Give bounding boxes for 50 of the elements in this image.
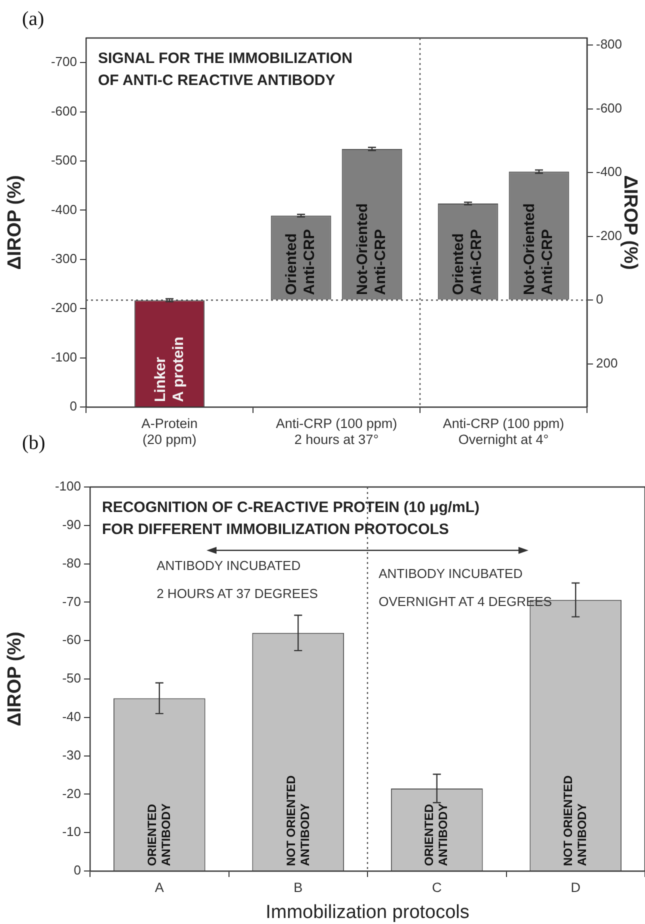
y2-tick-label: -600	[596, 100, 622, 116]
x-tick-label: Anti-CRP (100 ppm) Overnight at 4°	[442, 416, 564, 448]
series-label: ORIENTED ANTIBODY	[144, 802, 174, 866]
series-label: NOT ORIENTED ANTIBODY	[284, 774, 312, 866]
x-tick-label: A-Protein (20 ppm)	[141, 416, 198, 448]
y-tick-label: -70	[62, 594, 81, 609]
text: Not-Oriented Anti-CRP	[520, 202, 556, 295]
y-tick-label: 0	[70, 398, 77, 414]
y-tick-label: -50	[62, 670, 81, 686]
y2-tick-label: -200	[596, 228, 622, 243]
x-axis-title: Immobilization protocols	[266, 902, 470, 923]
y-tick-label: -30	[62, 747, 81, 762]
y-tick-label: -600	[50, 103, 77, 118]
y-tick-label: 0	[74, 862, 81, 878]
series-label: Linker A protein	[152, 336, 188, 402]
text: (b)	[22, 432, 46, 455]
y2-tick-label: -800	[596, 36, 622, 52]
y-tick-label: -40	[62, 708, 81, 724]
text: (a)	[22, 8, 44, 31]
y-tick-label: -700	[50, 54, 77, 70]
x-tick-label: A	[154, 880, 164, 895]
y2-tick-label: -400	[596, 164, 622, 180]
y-tick-label: -100	[50, 349, 77, 364]
y-tick-label: -10	[62, 824, 81, 840]
series-label: Oriented Anti-CRP	[283, 228, 319, 295]
y-axis-title: ΔIROP (%)	[4, 632, 26, 726]
y-tick-label: -20	[62, 786, 81, 801]
x-tick-label: Anti-CRP (100 ppm) 2 hours at 37°	[276, 416, 398, 448]
y-tick-label: -100	[54, 478, 81, 494]
y-tick-label: -300	[50, 250, 77, 266]
y-tick-label: -80	[62, 555, 81, 570]
annotation: ANTIBODY INCUBATED 2 HOURS AT 37 DEGREES	[156, 557, 318, 604]
text: ORIENTED ANTIBODY	[422, 802, 451, 866]
y-tick-label: -60	[62, 632, 81, 648]
y-tick-label: -400	[50, 202, 77, 217]
y-tick-label: -200	[50, 300, 77, 316]
x-tick-label: C	[432, 880, 442, 895]
text: Oriented Anti-CRP	[450, 228, 485, 295]
text: SIGNAL FOR THE IMMOBILIZATION OF ANTI-C REACTIVE ANTIBODY	[98, 49, 352, 91]
y-tick-label: -500	[50, 152, 77, 168]
y-axis-title: ΔIROP (%)	[4, 175, 26, 270]
y2-tick-label: 0	[596, 292, 604, 307]
text: NOT ORIENTED ANTIBODY	[561, 774, 590, 866]
text: RECOGNITION OF C-REACTIVE PROTEIN (10 μg/mL) FOR DIFFERENT IMMOBILIZATION PROTOCOLS	[102, 498, 480, 540]
series-label: Not-Oriented Anti-CRP	[354, 202, 390, 295]
y-tick-label: -90	[62, 516, 81, 532]
x-tick-label: B	[294, 880, 303, 895]
y2-tick-label: 200	[596, 356, 618, 371]
x-tick-label: D	[570, 880, 581, 895]
annotation: ANTIBODY INCUBATED OVERNIGHT AT 4 DEGREES	[378, 564, 552, 611]
